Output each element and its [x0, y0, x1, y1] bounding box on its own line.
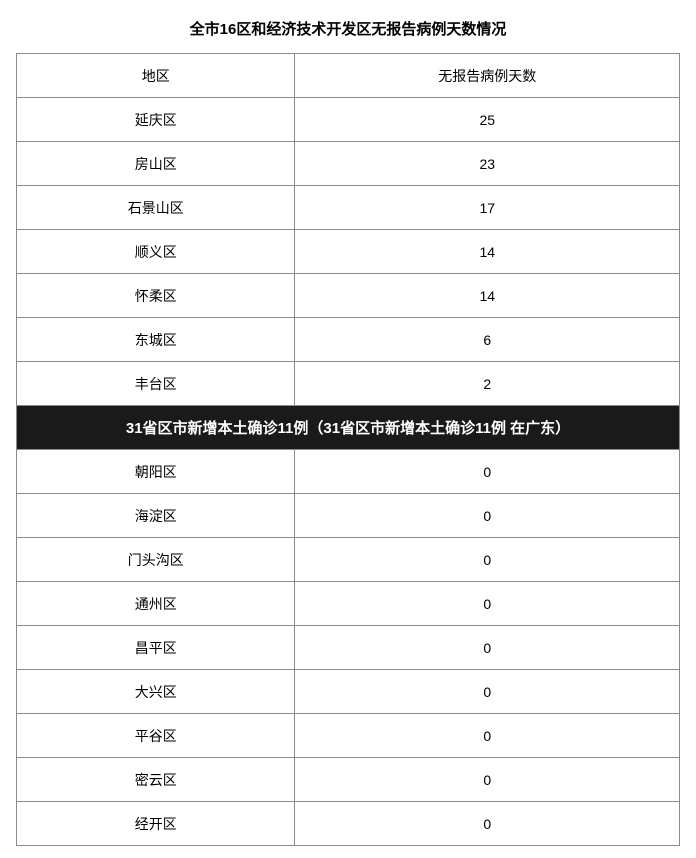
table-row: 房山区23	[17, 142, 680, 186]
cell-days: 0	[295, 714, 680, 758]
cell-region: 大兴区	[17, 670, 295, 714]
cell-days: 0	[295, 450, 680, 494]
table-row: 朝阳区0	[17, 450, 680, 494]
banner-row: 31省区市新增本土确诊11例（31省区市新增本土确诊11例 在广东）	[17, 406, 680, 450]
cell-days: 0	[295, 758, 680, 802]
cell-region: 丰台区	[17, 362, 295, 406]
table-row: 怀柔区14	[17, 274, 680, 318]
cell-region: 昌平区	[17, 626, 295, 670]
cell-region: 顺义区	[17, 230, 295, 274]
cell-days: 0	[295, 582, 680, 626]
page-title: 全市16区和经济技术开发区无报告病例天数情况	[16, 12, 680, 53]
cell-days: 0	[295, 494, 680, 538]
col-days: 无报告病例天数	[295, 54, 680, 98]
table-row: 经开区0	[17, 802, 680, 846]
cell-region: 朝阳区	[17, 450, 295, 494]
cell-days: 0	[295, 538, 680, 582]
cell-days: 2	[295, 362, 680, 406]
cases-table: 地区 无报告病例天数 延庆区25房山区23石景山区17顺义区14怀柔区14东城区…	[16, 53, 680, 846]
cell-days: 23	[295, 142, 680, 186]
table-row: 密云区0	[17, 758, 680, 802]
cell-days: 0	[295, 670, 680, 714]
table-row: 门头沟区0	[17, 538, 680, 582]
cell-region: 通州区	[17, 582, 295, 626]
cell-region: 延庆区	[17, 98, 295, 142]
table-row: 通州区0	[17, 582, 680, 626]
cell-days: 25	[295, 98, 680, 142]
cell-region: 东城区	[17, 318, 295, 362]
table-row: 延庆区25	[17, 98, 680, 142]
cell-days: 17	[295, 186, 680, 230]
table-row: 丰台区2	[17, 362, 680, 406]
table-row: 顺义区14	[17, 230, 680, 274]
banner-text: 31省区市新增本土确诊11例（31省区市新增本土确诊11例 在广东）	[17, 406, 680, 450]
cell-region: 海淀区	[17, 494, 295, 538]
cell-region: 平谷区	[17, 714, 295, 758]
cell-region: 密云区	[17, 758, 295, 802]
cell-days: 0	[295, 802, 680, 846]
cell-region: 房山区	[17, 142, 295, 186]
cell-region: 经开区	[17, 802, 295, 846]
cell-days: 0	[295, 626, 680, 670]
cell-region: 石景山区	[17, 186, 295, 230]
cell-region: 怀柔区	[17, 274, 295, 318]
cell-days: 6	[295, 318, 680, 362]
table-row: 昌平区0	[17, 626, 680, 670]
table-header-row: 地区 无报告病例天数	[17, 54, 680, 98]
cell-days: 14	[295, 274, 680, 318]
col-region: 地区	[17, 54, 295, 98]
table-row: 平谷区0	[17, 714, 680, 758]
table-row: 大兴区0	[17, 670, 680, 714]
cell-region: 门头沟区	[17, 538, 295, 582]
table-row: 海淀区0	[17, 494, 680, 538]
table-row: 石景山区17	[17, 186, 680, 230]
cell-days: 14	[295, 230, 680, 274]
table-row: 东城区6	[17, 318, 680, 362]
